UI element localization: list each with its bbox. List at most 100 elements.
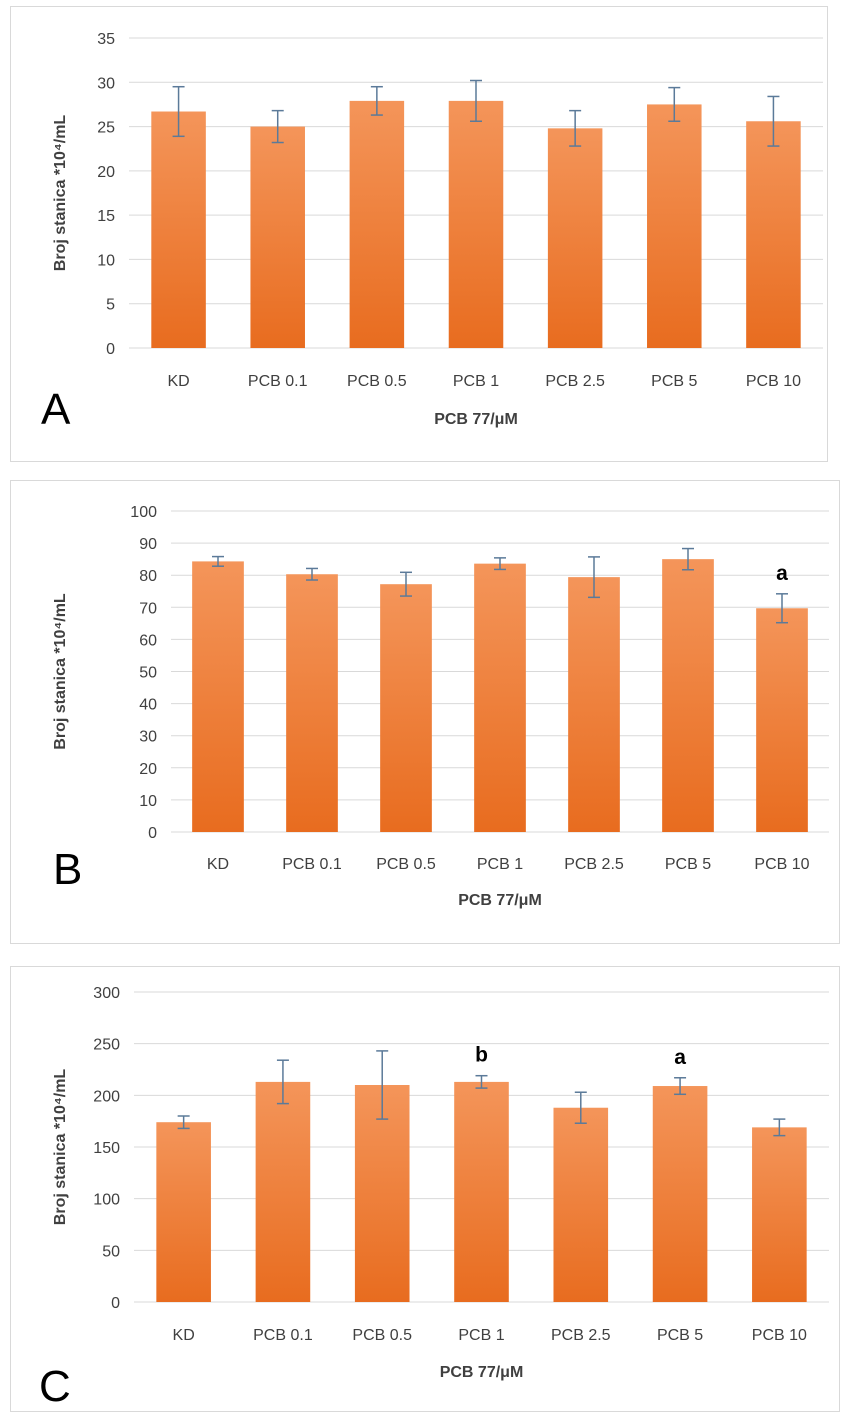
y-tick-label-c-6: 300 <box>93 985 120 1002</box>
significance-label-c-5: a <box>674 1046 686 1069</box>
y-tick-label-a-3: 15 <box>97 208 115 225</box>
error-bar-c-3 <box>475 1074 488 1089</box>
x-axis-title-a: PCB 77/μM <box>434 411 518 428</box>
bar-b-2 <box>380 584 432 832</box>
x-tick-label-a-2: PCB 0.5 <box>347 373 407 390</box>
bar-b-5 <box>662 559 714 832</box>
bar-b-0 <box>192 561 244 832</box>
y-tick-label-b-10: 100 <box>130 504 157 521</box>
y-tick-label-b-0: 0 <box>148 825 157 842</box>
error-bar-a-3 <box>470 79 482 123</box>
bar-c-0 <box>156 1122 211 1302</box>
y-tick-label-b-9: 90 <box>139 536 157 553</box>
error-bar-b-0 <box>212 555 224 567</box>
y-tick-label-a-0: 0 <box>106 341 115 358</box>
y-tick-label-b-3: 30 <box>139 729 157 746</box>
bar-a-6 <box>746 121 801 348</box>
y-tick-label-b-1: 10 <box>139 793 157 810</box>
error-bar-a-6 <box>767 95 780 147</box>
x-tick-label-b-3: PCB 1 <box>477 856 523 873</box>
error-bar-b-3 <box>494 557 506 571</box>
y-tick-label-c-5: 250 <box>93 1037 120 1054</box>
x-tick-label-c-4: PCB 2.5 <box>551 1327 611 1344</box>
error-bar-c-0 <box>177 1115 190 1130</box>
bar-a-1 <box>250 126 305 348</box>
y-tick-label-b-8: 80 <box>139 568 157 585</box>
chart-panel-a: 0 5 10 15 20 25 30 35 KD PCB 0.1 PCB 0.5 PCB 1 PCB 2… <box>10 6 828 462</box>
panel-label-a: A <box>41 385 71 434</box>
y-tick-label-b-2: 20 <box>139 761 157 778</box>
y-tick-label-c-3: 150 <box>93 1140 120 1157</box>
y-tick-label-c-1: 50 <box>102 1243 120 1260</box>
x-axis-title-c: PCB 77/μM <box>440 1364 524 1381</box>
bar-a-5 <box>647 104 702 348</box>
y-tick-label-a-4: 20 <box>97 164 115 181</box>
x-tick-label-b-2: PCB 0.5 <box>376 856 436 873</box>
x-tick-label-a-6: PCB 10 <box>746 373 801 390</box>
bar-a-4 <box>547 128 603 348</box>
bar-c-5 <box>652 1086 708 1302</box>
y-tick-label-a-5: 25 <box>97 120 115 137</box>
y-tick-label-a-7: 35 <box>97 31 115 48</box>
y-tick-label-b-4: 40 <box>139 697 157 714</box>
x-tick-label-a-4: PCB 2.5 <box>545 373 605 390</box>
x-tick-label-b-4: PCB 2.5 <box>564 856 624 873</box>
y-tick-label-c-2: 100 <box>93 1192 120 1209</box>
bar-a-3 <box>448 100 504 348</box>
x-tick-label-b-5: PCB 5 <box>665 856 711 873</box>
x-tick-label-c-6: PCB 10 <box>752 1327 807 1344</box>
error-bar-b-2 <box>400 571 412 597</box>
x-tick-label-a-0: KD <box>167 373 189 390</box>
x-axis-title-b: PCB 77/μM <box>458 892 542 909</box>
y-tick-label-b-7: 70 <box>139 600 157 617</box>
y-tick-label-b-5: 50 <box>139 665 157 682</box>
error-bar-b-1 <box>306 567 318 581</box>
bar-c-3 <box>454 1081 509 1302</box>
x-tick-label-c-5: PCB 5 <box>657 1327 703 1344</box>
error-bar-a-5 <box>668 86 681 123</box>
bar-c-1 <box>255 1081 311 1302</box>
bar-a-2 <box>349 100 405 348</box>
chart-panel-b: 0 10 20 30 40 50 60 70 80 90 100 KD PCB 0.1 PCB 0.5 PC… <box>10 480 840 944</box>
x-tick-label-b-6: PCB 10 <box>754 856 809 873</box>
x-tick-label-c-1: PCB 0.1 <box>253 1327 313 1344</box>
y-tick-label-a-2: 10 <box>97 252 115 269</box>
bar-a-0 <box>151 111 206 348</box>
chart-b: 0 10 20 30 40 50 60 70 80 90 100 KD PCB 0.1 PCB 0.5 PC… <box>52 504 829 909</box>
error-bar-c-5 <box>674 1077 687 1096</box>
x-tick-label-c-0: KD <box>173 1327 195 1344</box>
bar-c-4 <box>553 1107 609 1302</box>
y-axis-title-b: Broj stanica *10⁴/mL <box>52 593 69 750</box>
error-bar-c-2 <box>376 1050 389 1120</box>
x-tick-label-a-1: PCB 0.1 <box>248 373 308 390</box>
y-tick-label-c-4: 200 <box>93 1088 120 1105</box>
chart-panel-c: 0 50 100 150 200 250 300 KD PCB 0.1 PCB 0.5 PCB 1 b… <box>10 966 840 1412</box>
x-tick-label-a-3: PCB 1 <box>453 373 499 390</box>
x-tick-label-b-0: KD <box>207 856 229 873</box>
significance-label-b-6: a <box>776 562 788 585</box>
error-bar-b-5 <box>682 547 694 571</box>
chart-c: 0 50 100 150 200 250 300 KD PCB 0.1 PCB 0.5 PCB 1 b… <box>39 985 829 1411</box>
bar-c-6 <box>752 1127 807 1302</box>
error-bar-c-4 <box>574 1091 587 1124</box>
y-tick-label-b-6: 60 <box>139 632 157 649</box>
x-tick-label-c-2: PCB 0.5 <box>352 1327 412 1344</box>
error-bar-b-6 <box>776 593 788 624</box>
error-bar-b-4 <box>588 556 600 599</box>
panel-label-b: B <box>53 845 82 894</box>
y-tick-label-a-1: 5 <box>106 297 115 314</box>
error-bar-a-0 <box>172 85 185 138</box>
x-tick-label-b-1: PCB 0.1 <box>282 856 342 873</box>
x-tick-label-c-3: PCB 1 <box>458 1327 504 1344</box>
bar-b-4 <box>568 577 620 832</box>
panel-label-c: C <box>39 1362 71 1411</box>
chart-a: 0 5 10 15 20 25 30 35 KD PCB 0.1 PCB 0.5 PCB 1 PCB 2… <box>41 31 823 434</box>
y-tick-label-a-6: 30 <box>97 75 115 92</box>
error-bar-a-1 <box>271 109 284 144</box>
bar-b-1 <box>286 574 338 832</box>
y-tick-label-c-0: 0 <box>111 1295 120 1312</box>
error-bar-c-1 <box>276 1059 289 1105</box>
error-bar-a-4 <box>569 109 582 147</box>
significance-label-c-3: b <box>475 1044 488 1067</box>
y-axis-title-a: Broj stanica *10⁴/mL <box>52 115 69 272</box>
